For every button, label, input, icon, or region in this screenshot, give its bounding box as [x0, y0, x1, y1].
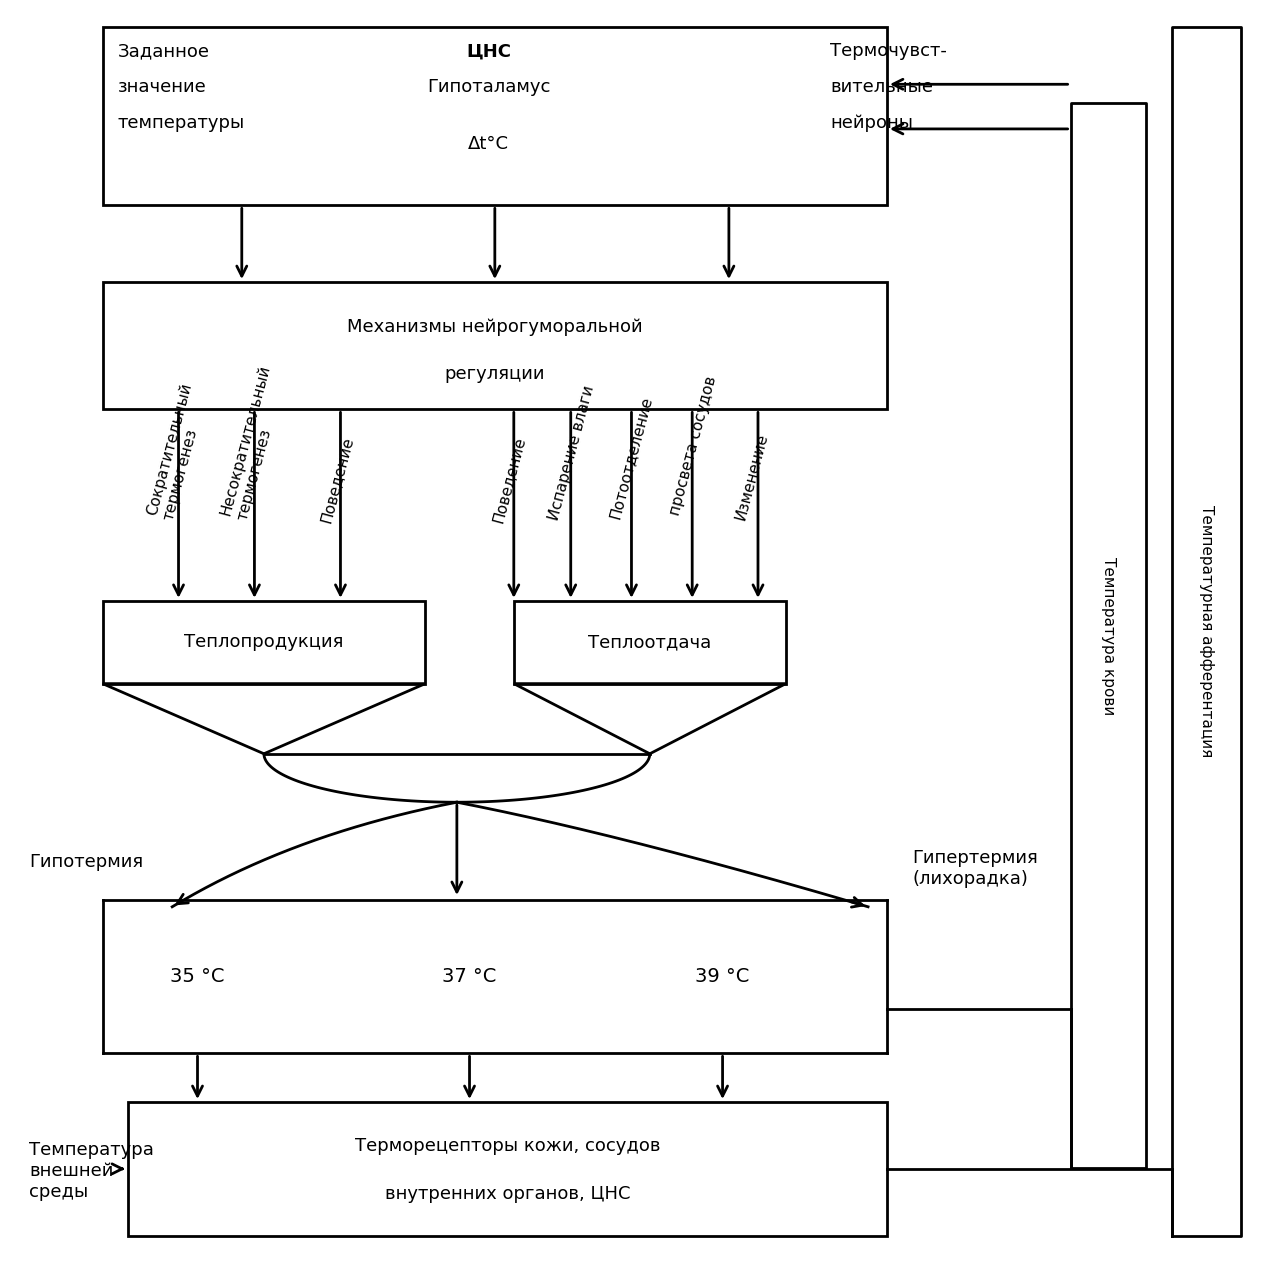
- Text: Испарение влаги: Испарение влаги: [547, 383, 596, 521]
- Text: 35 °C: 35 °C: [170, 967, 224, 987]
- Text: Гипотермия: Гипотермия: [29, 854, 143, 872]
- Text: Гипертермия
(лихорадка): Гипертермия (лихорадка): [913, 849, 1038, 888]
- Text: регуляции: регуляции: [445, 364, 545, 382]
- Text: ЦНС: ЦНС: [467, 42, 511, 60]
- Text: нейроны: нейроны: [831, 114, 913, 132]
- Text: 39 °C: 39 °C: [695, 967, 749, 987]
- Bar: [103, 282, 888, 409]
- Text: Поведение: Поведение: [318, 435, 356, 524]
- Text: Сократительный
термогенез: Сократительный термогенез: [145, 381, 212, 521]
- Text: Термочувст-: Термочувст-: [831, 42, 947, 60]
- Text: Теплопродукция: Теплопродукция: [184, 633, 344, 652]
- Text: внутренних органов, ЦНС: внутренних органов, ЦНС: [384, 1186, 630, 1204]
- Text: Температура
внешней
среды: Температура внешней среды: [29, 1141, 155, 1200]
- Text: Температура крови: Температура крови: [1101, 557, 1116, 714]
- Text: Δt°C: Δt°C: [468, 135, 508, 153]
- Text: Заданное: Заданное: [118, 42, 209, 60]
- Text: Температурная афферентация: Температурная афферентация: [1200, 505, 1213, 758]
- Text: просвета сосудов: просвета сосудов: [667, 374, 719, 516]
- Text: Гипоталамус: Гипоталамус: [427, 78, 550, 96]
- Bar: [128, 1102, 888, 1236]
- Text: 37 °C: 37 °C: [443, 967, 497, 987]
- Text: значение: значение: [118, 78, 207, 96]
- Bar: [103, 27, 888, 206]
- Text: Изменение: Изменение: [733, 432, 771, 521]
- Text: Несократительный
термогенез: Несократительный термогенез: [218, 363, 289, 521]
- Bar: [514, 601, 786, 684]
- Text: температуры: температуры: [118, 114, 245, 132]
- Text: Механизмы нейрогуморальной: Механизмы нейрогуморальной: [347, 317, 643, 336]
- Bar: [103, 601, 425, 684]
- Text: вительные: вительные: [831, 78, 933, 96]
- Text: Поведение: Поведение: [491, 435, 527, 524]
- Text: Терморецепторы кожи, сосудов: Терморецепторы кожи, сосудов: [355, 1137, 661, 1155]
- Text: Потоотделение: Потоотделение: [607, 395, 654, 520]
- Text: Теплоотдача: Теплоотдача: [588, 633, 711, 652]
